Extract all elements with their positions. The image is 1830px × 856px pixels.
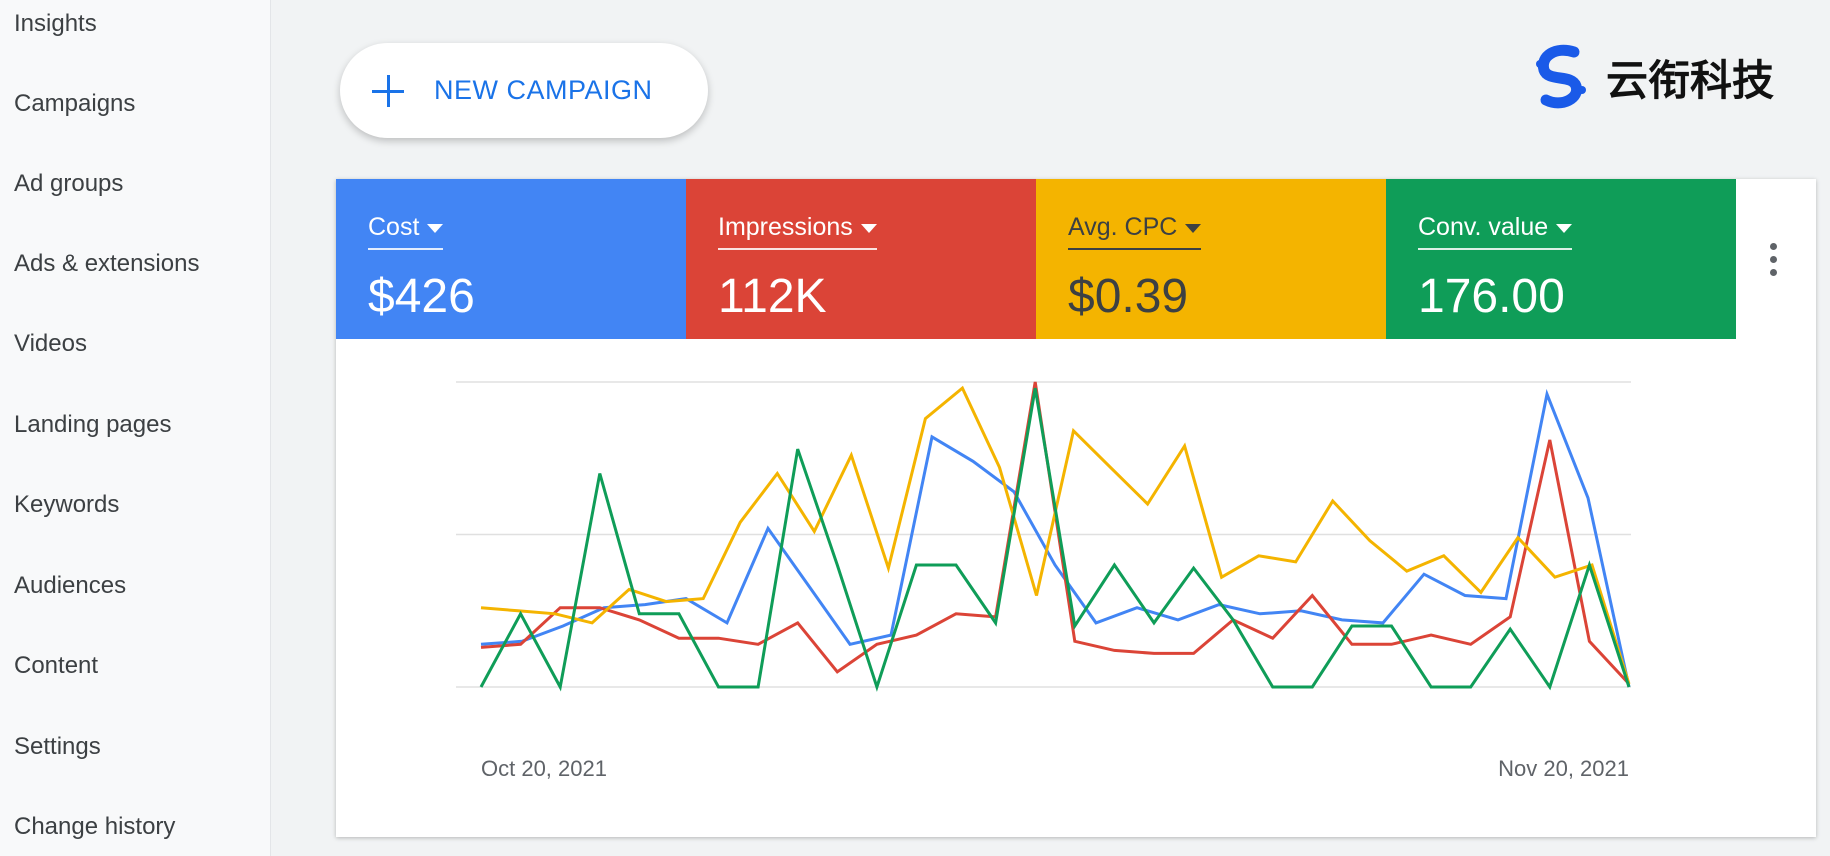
sidebar-item-landing-pages[interactable]: Landing pages bbox=[14, 411, 172, 438]
sidebar-item-settings[interactable]: Settings bbox=[14, 733, 101, 760]
dropdown-caret-icon bbox=[427, 223, 444, 233]
x-axis-start-label: Oct 20, 2021 bbox=[481, 756, 607, 781]
series-line-conv-value bbox=[479, 387, 1631, 692]
x-axis-end-label: Nov 20, 2021 bbox=[1498, 756, 1629, 781]
sidebar-item-campaigns[interactable]: Campaigns bbox=[14, 90, 136, 117]
dropdown-caret-icon bbox=[1556, 223, 1573, 233]
metric-value: $426 bbox=[368, 270, 475, 323]
brand-name: 云衔科技 bbox=[1606, 55, 1775, 105]
new-campaign-label: NEW CAMPAIGN bbox=[434, 75, 653, 105]
metric-selector-conv-value[interactable]: Conv. value bbox=[1418, 213, 1573, 250]
series-line-impressions bbox=[480, 381, 1631, 685]
chart-series bbox=[479, 381, 1631, 692]
metric-name: Conv. value bbox=[1418, 213, 1549, 241]
metric-value: $0.39 bbox=[1068, 270, 1189, 323]
metric-selector-impressions[interactable]: Impressions bbox=[718, 213, 877, 250]
metric-name: Avg. CPC bbox=[1068, 213, 1178, 241]
sidebar-item-audiences[interactable]: Audiences bbox=[14, 572, 127, 599]
more-options-icon[interactable] bbox=[1731, 179, 1816, 339]
sidebar-nav: Insights Campaigns Ad groups Ads & exten… bbox=[0, 0, 271, 856]
dropdown-caret-icon bbox=[860, 223, 877, 233]
metric-tile-cost[interactable]: Cost $426 bbox=[336, 179, 686, 339]
brand-mark-icon bbox=[1536, 44, 1586, 109]
line-chart: Oct 20, 2021 Nov 20, 2021 bbox=[456, 381, 1631, 781]
series-line-cost bbox=[480, 388, 1631, 688]
sidebar-item-ad-groups[interactable]: Ad groups bbox=[14, 170, 124, 197]
sidebar-item-videos[interactable]: Videos bbox=[14, 330, 87, 357]
metric-value: 112K bbox=[718, 270, 827, 323]
plus-icon bbox=[372, 74, 404, 107]
performance-card: Cost $426 Impressions 112K Avg. CPC $0.3… bbox=[336, 179, 1816, 837]
metric-name: Cost bbox=[368, 213, 420, 241]
new-campaign-button[interactable]: NEW CAMPAIGN bbox=[340, 43, 708, 138]
sidebar-item-content[interactable]: Content bbox=[14, 652, 99, 679]
metric-tile-conv-value[interactable]: Conv. value 176.00 bbox=[1386, 179, 1736, 339]
dropdown-caret-icon bbox=[1185, 223, 1202, 233]
metric-selector-avg-cpc[interactable]: Avg. CPC bbox=[1068, 213, 1202, 250]
metric-selector-cost[interactable]: Cost bbox=[368, 213, 444, 250]
metric-tile-impressions[interactable]: Impressions 112K bbox=[686, 179, 1036, 339]
metric-tile-avg-cpc[interactable]: Avg. CPC $0.39 bbox=[1036, 179, 1386, 339]
metric-value: 176.00 bbox=[1418, 270, 1565, 323]
sidebar-item-ads-extensions[interactable]: Ads & extensions bbox=[14, 250, 200, 277]
sidebar-item-insights[interactable]: Insights bbox=[14, 10, 97, 37]
series-line-avg-cpc bbox=[480, 385, 1631, 685]
brand-logo: 云衔科技 bbox=[1526, 42, 1774, 112]
sidebar-item-keywords[interactable]: Keywords bbox=[14, 491, 120, 518]
metric-name: Impressions bbox=[718, 213, 853, 241]
sidebar-item-change-history[interactable]: Change history bbox=[14, 813, 176, 840]
